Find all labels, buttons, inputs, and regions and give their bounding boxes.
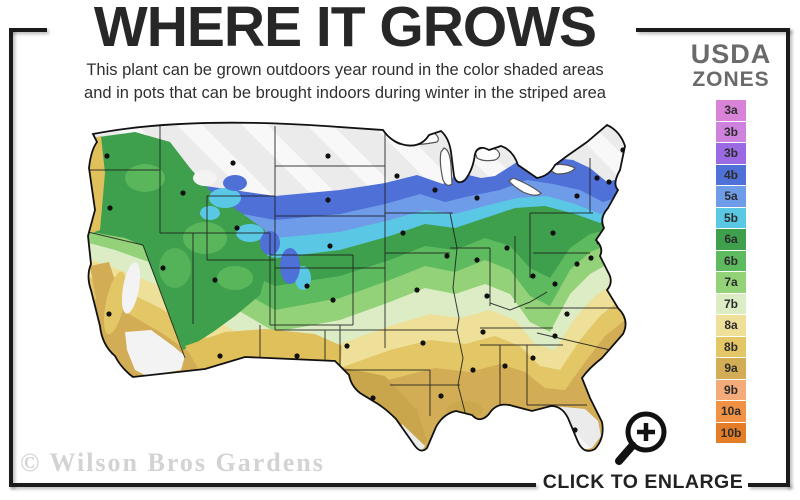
- zone-swatch-3b: 3b: [716, 121, 746, 142]
- zone-label: 7a: [724, 275, 738, 290]
- legend-title-usda: USDA: [690, 39, 772, 69]
- page-title: WHERE IT GROWS: [93, 0, 597, 59]
- zone-swatch-3b: 3b: [716, 143, 746, 164]
- subtitle-line-2: and in pots that can be brought indoors …: [84, 84, 606, 102]
- zone-shading: [88, 122, 626, 451]
- zone-swatch-7b: 7b: [716, 293, 746, 314]
- click-to-enlarge-button[interactable]: CLICK TO ENLARGE: [542, 471, 744, 493]
- frame-right: [786, 28, 790, 487]
- frame-bottom-right-segment: [748, 483, 790, 487]
- zone-swatch-9a: 9a: [716, 358, 746, 379]
- zone-label: 5a: [724, 189, 738, 204]
- zone-label: 3b: [723, 124, 738, 139]
- zone-swatch-10a: 10a: [716, 401, 746, 422]
- zone-swatch-8b: 8b: [716, 336, 746, 357]
- subtitle: This plant can be grown outdoors year ro…: [30, 59, 660, 105]
- zone-label: 3b: [723, 146, 738, 161]
- frame-top-left-segment: [9, 28, 47, 32]
- zone-swatch-5a: 5a: [716, 186, 746, 207]
- zone-swatch-3a: 3a: [716, 100, 746, 121]
- zone-swatch-8a: 8a: [716, 315, 746, 336]
- zone-label: 6a: [724, 232, 738, 247]
- watermark: © Wilson Bros Gardens: [20, 448, 325, 477]
- zone-label: 3a: [724, 103, 738, 118]
- zone-list: 3a 3b 3b 4b 5a 5b 6a 6b 7a 7b 8a 8b 9a 9b 10a 10b: [672, 100, 790, 443]
- zone-label: 9a: [724, 361, 738, 376]
- zone-label: 8a: [724, 318, 738, 333]
- zone-swatch-5b: 5b: [716, 207, 746, 228]
- zone-label: 8b: [723, 339, 738, 354]
- zone-swatch-6a: 6a: [716, 229, 746, 250]
- state-boundaries: [88, 126, 625, 417]
- zone-label: 6b: [723, 253, 738, 268]
- legend-title-zones: ZONES: [692, 68, 770, 91]
- magnifying-glass-zoom-in-icon[interactable]: [612, 404, 676, 470]
- usa-hardiness-zone-map[interactable]: [85, 118, 665, 458]
- zone-swatch-9b: 9b: [716, 379, 746, 400]
- zone-swatch-7a: 7a: [716, 272, 746, 293]
- frame-left: [9, 28, 13, 487]
- frame-top-right-segment: [636, 28, 790, 32]
- zone-swatch-6b: 6b: [716, 250, 746, 271]
- usa-map-svg: [87, 121, 627, 452]
- us-outline: [87, 121, 627, 452]
- zone-label: 10b: [720, 425, 742, 440]
- zone-label: 9b: [723, 382, 738, 397]
- zone-label: 10a: [720, 404, 742, 419]
- subtitle-line-1: This plant can be grown outdoors year ro…: [86, 61, 604, 79]
- zone-swatch-10b: 10b: [716, 422, 746, 443]
- zone-swatch-4b: 4b: [716, 164, 746, 185]
- zone-label: 7b: [723, 296, 738, 311]
- frame-bottom-left-segment: [9, 483, 536, 487]
- zone-label: 4b: [723, 167, 738, 182]
- usda-zones-legend: USDA ZONES 3a 3b 3b 4b 5a 5b 6a 6b 7a 7b 8a 8b 9a 9b 1…: [672, 40, 790, 444]
- zone-label: 5b: [723, 210, 738, 225]
